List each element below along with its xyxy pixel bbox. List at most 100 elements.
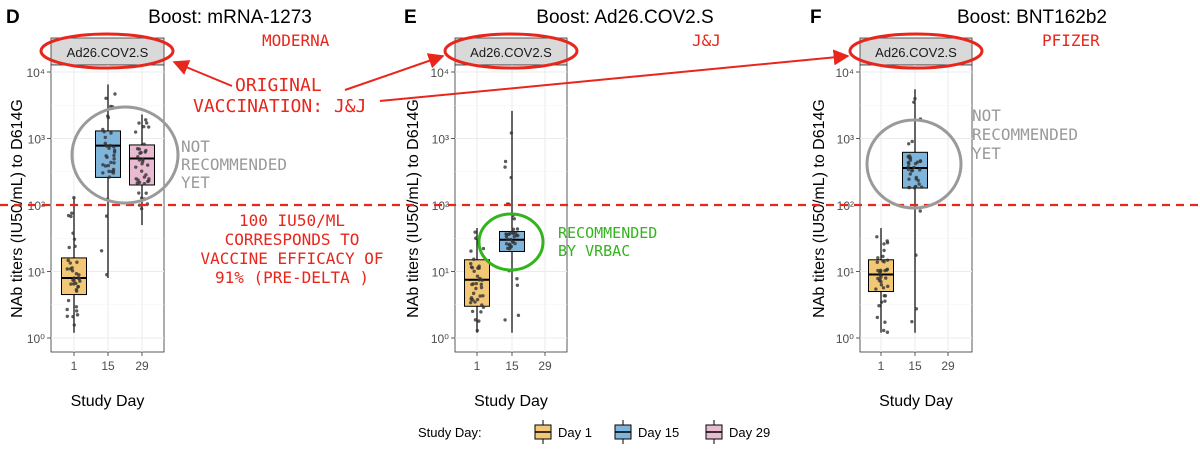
data-point [907, 177, 911, 181]
strip-circle-1 [443, 32, 579, 70]
data-point [142, 124, 146, 129]
strip-circle-2 [848, 32, 984, 70]
tick-label-y: 10⁴ [835, 66, 854, 80]
label-moderna: MODERNA [262, 31, 330, 50]
tick-label-y: 10⁰ [431, 332, 449, 346]
data-point [138, 151, 142, 155]
data-point [103, 164, 108, 168]
threshold-note-3: VACCINE EFFICACY OF [200, 249, 383, 268]
data-point [876, 256, 880, 260]
tick-label-y: 10¹ [837, 266, 854, 280]
x-axis-label: Study Day [879, 393, 953, 410]
data-point [481, 294, 485, 298]
panel-letter: F [810, 7, 822, 28]
data-point [511, 227, 516, 231]
data-point [71, 231, 75, 235]
data-point [913, 185, 918, 189]
data-point [910, 139, 914, 144]
data-point [109, 131, 113, 135]
data-point [472, 269, 476, 273]
data-point [111, 171, 116, 175]
legend-label: Day 29 [729, 425, 770, 440]
data-point [877, 278, 882, 283]
data-point [142, 181, 147, 186]
data-point [875, 315, 880, 320]
data-point [516, 313, 521, 318]
data-point [503, 165, 507, 169]
data-point [885, 330, 890, 334]
tick-label-y: 10⁰ [27, 332, 45, 346]
data-point [882, 242, 886, 246]
data-point [67, 245, 71, 250]
strip-header [859, 37, 973, 66]
data-point [509, 237, 513, 242]
data-point [474, 281, 479, 286]
data-point [69, 282, 73, 286]
arrow-to-pfizer [379, 49, 850, 102]
panel-title: Boost: BNT162b2 [957, 7, 1107, 28]
data-point [72, 323, 76, 327]
tick-label-y: 10⁴ [430, 66, 449, 80]
box-day-1 [61, 196, 87, 333]
tick-label-y: 10⁴ [26, 66, 45, 80]
data-point [470, 266, 475, 270]
data-point [503, 318, 507, 322]
legend-title: Study Day: [418, 425, 482, 440]
data-point [103, 135, 108, 140]
strip-label: Ad26.COV2.S [470, 45, 552, 60]
box-body [61, 257, 87, 296]
label-pfizer: PFIZER [1042, 31, 1100, 50]
data-point [140, 162, 144, 166]
data-point [907, 185, 911, 190]
data-point [105, 155, 109, 159]
data-point [908, 172, 912, 176]
data-point [112, 148, 117, 153]
data-point [509, 131, 514, 135]
data-point [512, 217, 517, 221]
data-point [906, 142, 911, 146]
arrow-to-jj [344, 53, 445, 91]
data-point [471, 291, 476, 296]
data-point [478, 294, 482, 298]
data-point [106, 115, 111, 120]
data-point [101, 163, 105, 167]
not-rec-d-2: RECOMMENDED [181, 155, 287, 174]
strip-circle-0 [39, 32, 175, 70]
recommended-2: BY VRBAC [558, 242, 630, 260]
data-point [142, 175, 147, 179]
data-point [142, 142, 146, 146]
data-point [99, 249, 104, 253]
legend: Study Day: Day 1 Day 15 Day 29 [418, 420, 770, 444]
data-point [75, 309, 79, 313]
tick-label-y: 10² [28, 199, 45, 213]
data-point [481, 305, 486, 309]
data-point [76, 284, 80, 289]
data-point [885, 258, 890, 262]
data-point [478, 276, 482, 281]
not-rec-f-2: RECOMMENDED [972, 125, 1078, 144]
panels: D Boost: mRNA-1273 Ad26.COV2.S 10⁰ 10¹ 10² 10³… [6, 7, 1107, 410]
data-point [109, 160, 113, 165]
data-point [137, 158, 142, 162]
data-point [106, 163, 111, 168]
legend-label: Day 1 [558, 425, 592, 440]
data-point [914, 175, 918, 180]
not-rec-f-3: YET [972, 144, 1001, 163]
box-day-1 [868, 228, 894, 334]
tick-label-x: 15 [505, 359, 519, 373]
data-point [72, 276, 76, 280]
data-point [907, 162, 911, 166]
tick-label-y: 10³ [432, 133, 449, 147]
data-point [908, 156, 913, 160]
tick-label-y: 10¹ [432, 266, 449, 280]
data-point [134, 177, 138, 181]
panel-letter: E [404, 7, 417, 28]
data-point [511, 231, 516, 236]
data-point [503, 159, 508, 164]
tick-label-x: 29 [538, 359, 552, 373]
original-line-2: VACCINATION: J&J [193, 96, 366, 117]
data-point [515, 283, 520, 287]
data-point [876, 268, 880, 273]
not-rec-f-1: NOT [972, 106, 1001, 125]
